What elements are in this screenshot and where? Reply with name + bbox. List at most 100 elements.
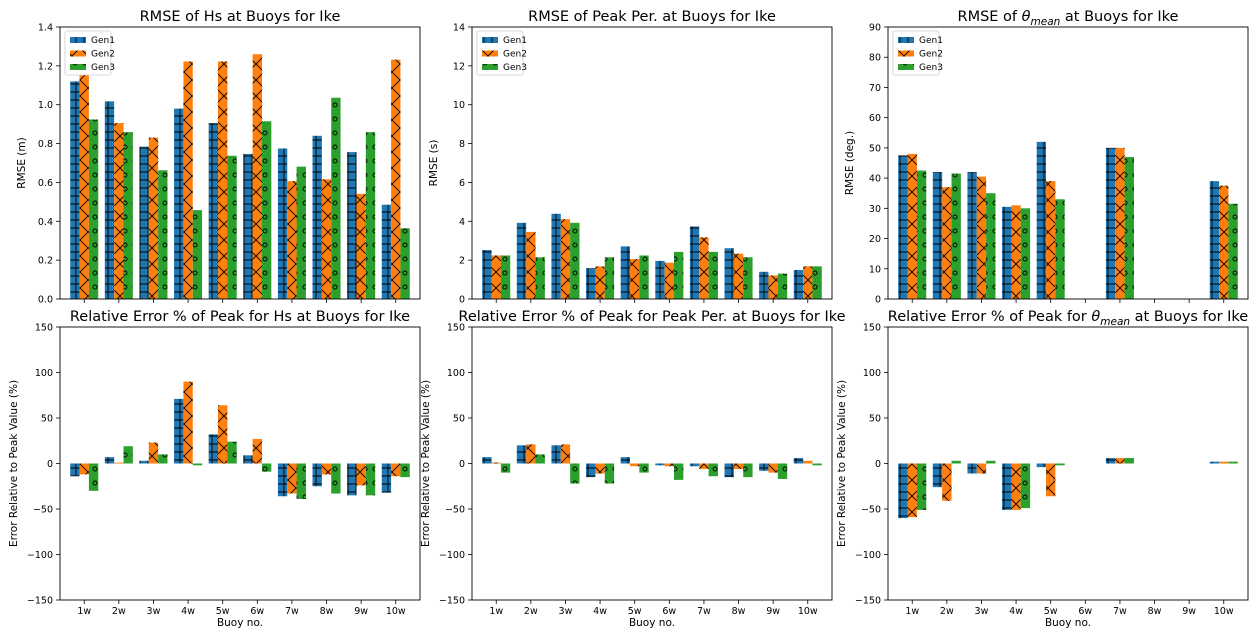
y-tick-label: 1.2 bbox=[38, 61, 53, 72]
bar-gen1-8w bbox=[724, 463, 734, 478]
chart-panel-5: Relative Error % of Peak for Peak Per. a… bbox=[420, 309, 846, 629]
bar-gen1-2w bbox=[516, 222, 527, 299]
x-tick-label: 10w bbox=[386, 606, 406, 617]
y-tick-label: 6 bbox=[459, 178, 465, 189]
legend: Gen1 Gen2 Gen3 bbox=[64, 30, 115, 76]
bar-gen3-10w bbox=[400, 228, 410, 299]
x-axis-label: Buoy no. bbox=[1045, 617, 1091, 629]
legend-swatch-gen3 bbox=[482, 64, 498, 70]
plot-frame bbox=[59, 326, 421, 601]
bar-gen2-9w bbox=[768, 463, 778, 473]
x-tick-label: 5w bbox=[1044, 606, 1058, 617]
y-tick-label: −100 bbox=[855, 550, 881, 561]
bar-gen1-5w bbox=[620, 246, 631, 299]
bar-gen1-5w bbox=[208, 123, 219, 300]
bar-gen2-4w bbox=[183, 381, 193, 464]
y-tick-label: 1.0 bbox=[38, 100, 53, 111]
bar-gen3-4w bbox=[1020, 208, 1031, 299]
bar-gen1-1w bbox=[70, 463, 80, 477]
bar-gen2-7w bbox=[699, 463, 709, 469]
chart-title: Relative Error % of Peak for Peak Per. a… bbox=[458, 309, 845, 325]
y-tick-label: −100 bbox=[439, 550, 465, 561]
bar-gen3-9w bbox=[777, 273, 788, 299]
x-tick-label: 6w bbox=[250, 606, 264, 617]
bar-gen1-10w bbox=[381, 463, 392, 493]
bar-gen2-2w bbox=[526, 444, 536, 464]
y-tick-label: 100 bbox=[35, 368, 53, 379]
y-tick-label: 0 bbox=[47, 459, 53, 470]
bar-gen1-3w bbox=[139, 146, 149, 299]
bar-gen3-1w bbox=[916, 463, 927, 510]
bar-gen1-3w bbox=[551, 445, 561, 464]
y-tick-label: 70 bbox=[869, 83, 881, 94]
bar-gen1-2w bbox=[516, 445, 527, 464]
legend-swatch-gen2 bbox=[482, 50, 498, 57]
y-tick-label: 150 bbox=[863, 323, 881, 334]
y-tick-label: 0 bbox=[875, 459, 881, 470]
y-axis-label: Error Relative to Peak Value (%) bbox=[420, 380, 432, 547]
bar-gen3-6w bbox=[261, 121, 272, 299]
bar-gen1-5w bbox=[1036, 141, 1047, 299]
bar-gen1-5w bbox=[1036, 463, 1047, 468]
x-tick-label: 2w bbox=[112, 606, 126, 617]
bar-gen2-2w bbox=[114, 462, 124, 464]
bar-gen1-7w bbox=[277, 148, 288, 299]
bar-gen3-4w bbox=[192, 210, 203, 299]
legend-swatch-gen1 bbox=[898, 37, 914, 43]
y-tick-label: 0.8 bbox=[38, 139, 53, 150]
bar-gen3-5w bbox=[227, 155, 237, 299]
bar-gen1-6w bbox=[243, 455, 253, 464]
chart-panel-6: Relative Error % of Peak for θmean at Bu… bbox=[836, 309, 1249, 629]
chart-title: Relative Error % of Peak for Hs at Buoys… bbox=[70, 309, 410, 325]
bar-gen3-8w bbox=[331, 97, 341, 299]
bar-gen1-10w bbox=[1209, 461, 1220, 464]
bar-gen2-7w bbox=[1115, 458, 1125, 464]
legend: Gen1 Gen2 Gen3 bbox=[892, 30, 943, 76]
bar-gen2-10w bbox=[803, 460, 813, 464]
x-axis-label: Buoy no. bbox=[629, 617, 675, 629]
bar-gen3-1w bbox=[500, 255, 511, 299]
bar-gen3-2w bbox=[535, 454, 545, 464]
legend-label-gen3: Gen3 bbox=[503, 63, 527, 73]
bar-gen1-8w bbox=[312, 463, 322, 487]
bar-gen2-10w bbox=[391, 59, 401, 299]
y-tick-label: −50 bbox=[33, 505, 53, 516]
bar-gen1-3w bbox=[139, 460, 149, 464]
bar-gen3-10w bbox=[1228, 203, 1238, 299]
plot-frame bbox=[471, 326, 833, 601]
legend-swatch-gen1 bbox=[70, 37, 86, 43]
bar-gen1-8w bbox=[724, 248, 734, 299]
bar-gen2-8w bbox=[733, 253, 744, 299]
y-tick-label: 0.0 bbox=[38, 295, 53, 306]
bar-gen1-7w bbox=[689, 226, 700, 299]
bar-gen2-1w bbox=[79, 463, 89, 475]
y-tick-label: 14 bbox=[453, 23, 465, 34]
bar-gen2-1w bbox=[79, 68, 89, 299]
bar-gen3-7w bbox=[1124, 156, 1134, 299]
legend-label-gen2: Gen2 bbox=[919, 50, 943, 60]
bar-gen2-4w bbox=[183, 61, 193, 299]
y-tick-label: 80 bbox=[869, 53, 881, 64]
plot-frame bbox=[887, 26, 1249, 300]
bar-gen3-2w bbox=[951, 173, 961, 299]
bar-gen3-9w bbox=[777, 463, 788, 479]
bar-gen1-9w bbox=[347, 463, 357, 496]
bar-gen3-7w bbox=[708, 463, 718, 477]
bar-gen2-6w bbox=[252, 438, 262, 464]
bar-gen2-4w bbox=[1011, 463, 1021, 510]
bar-gen3-7w bbox=[296, 166, 306, 299]
legend-label-gen1: Gen1 bbox=[91, 36, 115, 46]
bar-gen2-1w bbox=[907, 463, 917, 518]
bar-gen1-7w bbox=[1105, 458, 1116, 464]
bar-gen2-9w bbox=[356, 193, 366, 299]
bar-gen1-3w bbox=[967, 463, 977, 474]
chart-title: RMSE of Peak Per. at Buoys for Ike bbox=[528, 9, 776, 25]
y-tick-label: 0 bbox=[459, 459, 465, 470]
bar-gen2-3w bbox=[148, 137, 159, 299]
bar-gen3-10w bbox=[812, 463, 822, 466]
bar-gen2-10w bbox=[391, 463, 401, 477]
bar-gen1-4w bbox=[174, 108, 184, 299]
bar-gen3-3w bbox=[158, 454, 168, 464]
x-axis-label: Buoy no. bbox=[217, 617, 263, 629]
